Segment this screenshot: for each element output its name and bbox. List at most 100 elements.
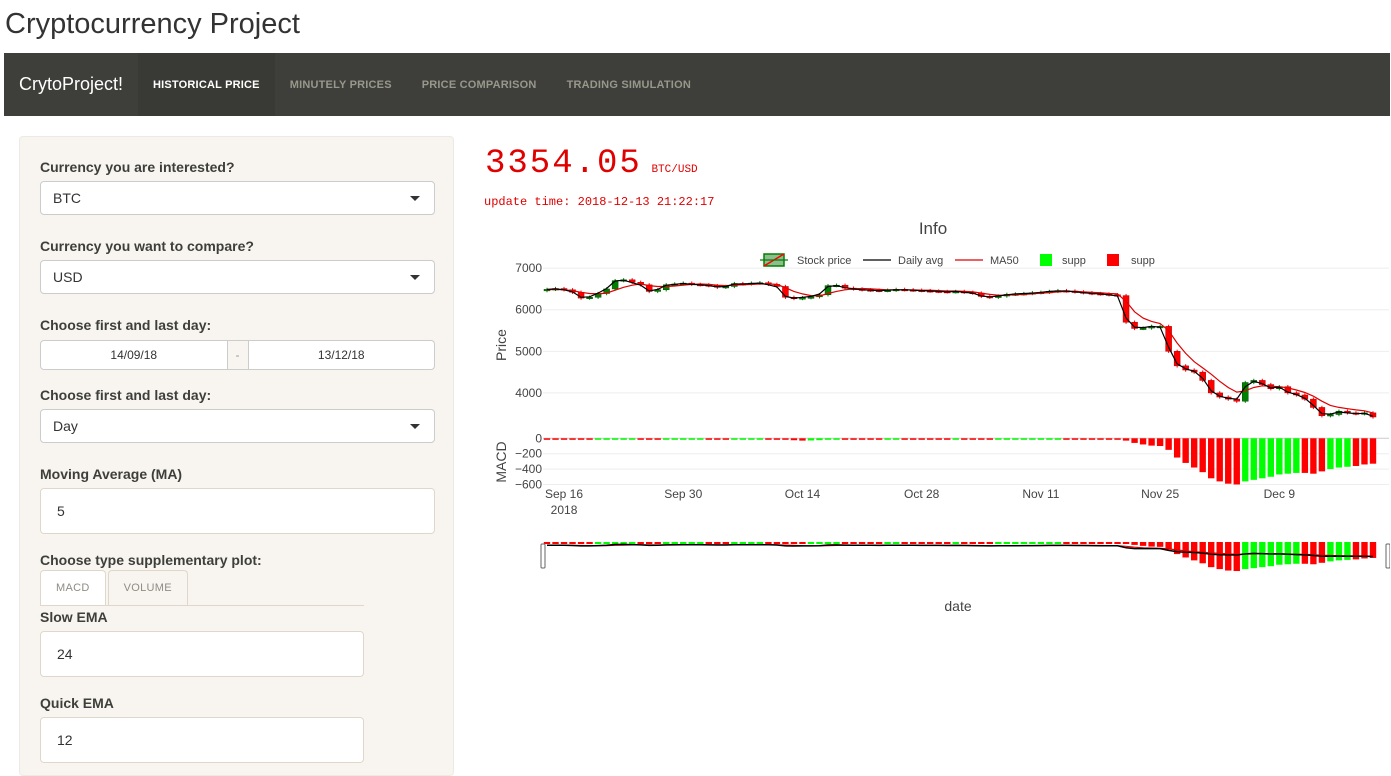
ma-input[interactable]: 5 (40, 488, 435, 534)
macd-bar (1344, 438, 1351, 467)
macd-bar (935, 438, 942, 440)
square-icon (1107, 254, 1119, 266)
macd-bar (1361, 438, 1368, 465)
quick-ema-label: Quick EMA (40, 695, 114, 711)
macd-bar (1097, 438, 1104, 440)
range-slider[interactable] (540, 534, 1390, 578)
chart-axes: 4000 5000 6000 7000 0 −200−400−600 Price MACD Se… (493, 261, 1295, 614)
macd-bar (833, 438, 840, 440)
range-macd-bar (799, 542, 806, 544)
tab-volume[interactable]: VOLUME (107, 570, 188, 605)
macd-bar (1020, 438, 1028, 440)
y-tick-label: 5000 (515, 344, 542, 358)
range-macd-bar (1216, 542, 1223, 570)
range-macd-bar (1071, 542, 1079, 544)
line-series (546, 279, 1374, 417)
range-macd-bar (1139, 542, 1147, 546)
tab-minutely-prices[interactable]: MINUTELY PRICES (289, 78, 392, 91)
range-macd-bar (1369, 542, 1377, 558)
macd-bar (1037, 438, 1045, 440)
x-axis-label: date (944, 598, 971, 614)
range-macd-bar (1173, 542, 1181, 555)
chart-title: Info (919, 219, 947, 238)
macd-bar (1242, 438, 1249, 482)
chevron-down-icon (410, 196, 420, 201)
sidebar-panel: Currency you are interested? BTC Currenc… (19, 136, 454, 776)
macd-bar (799, 438, 806, 441)
range-macd-bar (654, 542, 661, 544)
range-macd-bar (1352, 542, 1360, 560)
macd-bar (969, 438, 976, 440)
supp-plot-label: Choose type supplementary plot: (40, 552, 262, 568)
range-macd-bar (918, 542, 925, 544)
range-macd-bar (867, 542, 874, 544)
macd-bar (986, 438, 993, 440)
x-tick-label: Nov 25 (1141, 487, 1179, 501)
range-macd-bar (705, 542, 712, 544)
compare-select[interactable]: USD (40, 260, 435, 294)
y-tick-label: 4000 (515, 386, 542, 400)
daily-avg-line (546, 279, 1374, 417)
macd-bar (1233, 438, 1240, 485)
macd-bar (654, 438, 661, 440)
currency-select[interactable]: BTC (40, 181, 435, 215)
macd-bar (1276, 438, 1283, 475)
range-macd-bar (986, 542, 993, 544)
start-date-input[interactable]: 14/09/18 (110, 348, 158, 362)
macd-bar (816, 438, 823, 441)
legend-item-ma50: MA50 (955, 255, 1019, 267)
range-macd-bar (756, 542, 764, 544)
tab-historical-price[interactable]: HISTORICAL PRICE (138, 53, 275, 116)
macd-bar (1003, 438, 1011, 440)
macd-bar (1259, 438, 1266, 479)
macd-bar (748, 438, 755, 440)
supp-plot-tabs: MACD VOLUME (40, 570, 364, 606)
tab-macd[interactable]: MACD (40, 570, 106, 605)
range-macd-bar (901, 542, 908, 544)
macd-bar (1080, 438, 1087, 440)
range-macd-bar (1182, 542, 1189, 558)
square-icon (1040, 254, 1052, 266)
macd-bar (1063, 438, 1070, 440)
range-macd-bar (1293, 542, 1300, 564)
macd-bar (1250, 438, 1257, 480)
navbar-brand[interactable]: CrytoProject! (19, 74, 124, 94)
macd-bar (858, 438, 866, 440)
legend-item-supp-up: supp (1040, 254, 1086, 267)
macd-bar (1267, 438, 1275, 477)
macd-bar (705, 438, 712, 440)
macd-bar (1054, 438, 1062, 440)
x-tick-label: Oct 28 (904, 487, 940, 501)
range-macd-bar (995, 542, 1002, 544)
end-date-input[interactable]: 13/12/18 (317, 348, 365, 362)
y-tick-label: 7000 (515, 261, 542, 275)
tab-trading-simulation[interactable]: TRADING SIMULATION (566, 78, 691, 91)
macd-bar (1190, 438, 1198, 468)
range-macd-bar (1029, 542, 1036, 544)
macd-bar (756, 438, 764, 440)
range-macd-bar (978, 542, 985, 544)
slow-ema-input[interactable]: 24 (40, 631, 364, 677)
range-macd-bar (1046, 542, 1053, 544)
macd-bar (714, 438, 721, 440)
price-chart[interactable]: Info Stock price Daily avg MA50 supp supp 40… (480, 212, 1390, 622)
range-macd-bar (645, 542, 653, 544)
macd-bar (611, 438, 619, 440)
update-time: update time: 2018-12-13 21:22:17 (484, 195, 715, 209)
currency-label: Currency you are interested? (40, 159, 235, 175)
range-macd-bar (782, 542, 789, 544)
macd-bar (1156, 438, 1164, 446)
macd-bar (586, 438, 593, 440)
interval-select[interactable]: Day (40, 409, 435, 443)
range-macd-bar (961, 542, 968, 544)
range-macd-bar (816, 542, 823, 544)
macd-bar (1114, 438, 1121, 440)
quick-ema-input[interactable]: 12 (40, 717, 364, 763)
range-macd-bar (714, 542, 721, 544)
range-macd-bar (671, 542, 678, 544)
macd-bar (901, 438, 908, 440)
macd-bar (952, 438, 959, 440)
range-macd-bar (1250, 542, 1257, 569)
tab-price-comparison[interactable]: PRICE COMPARISON (421, 78, 537, 91)
macd-bar (1318, 438, 1326, 472)
